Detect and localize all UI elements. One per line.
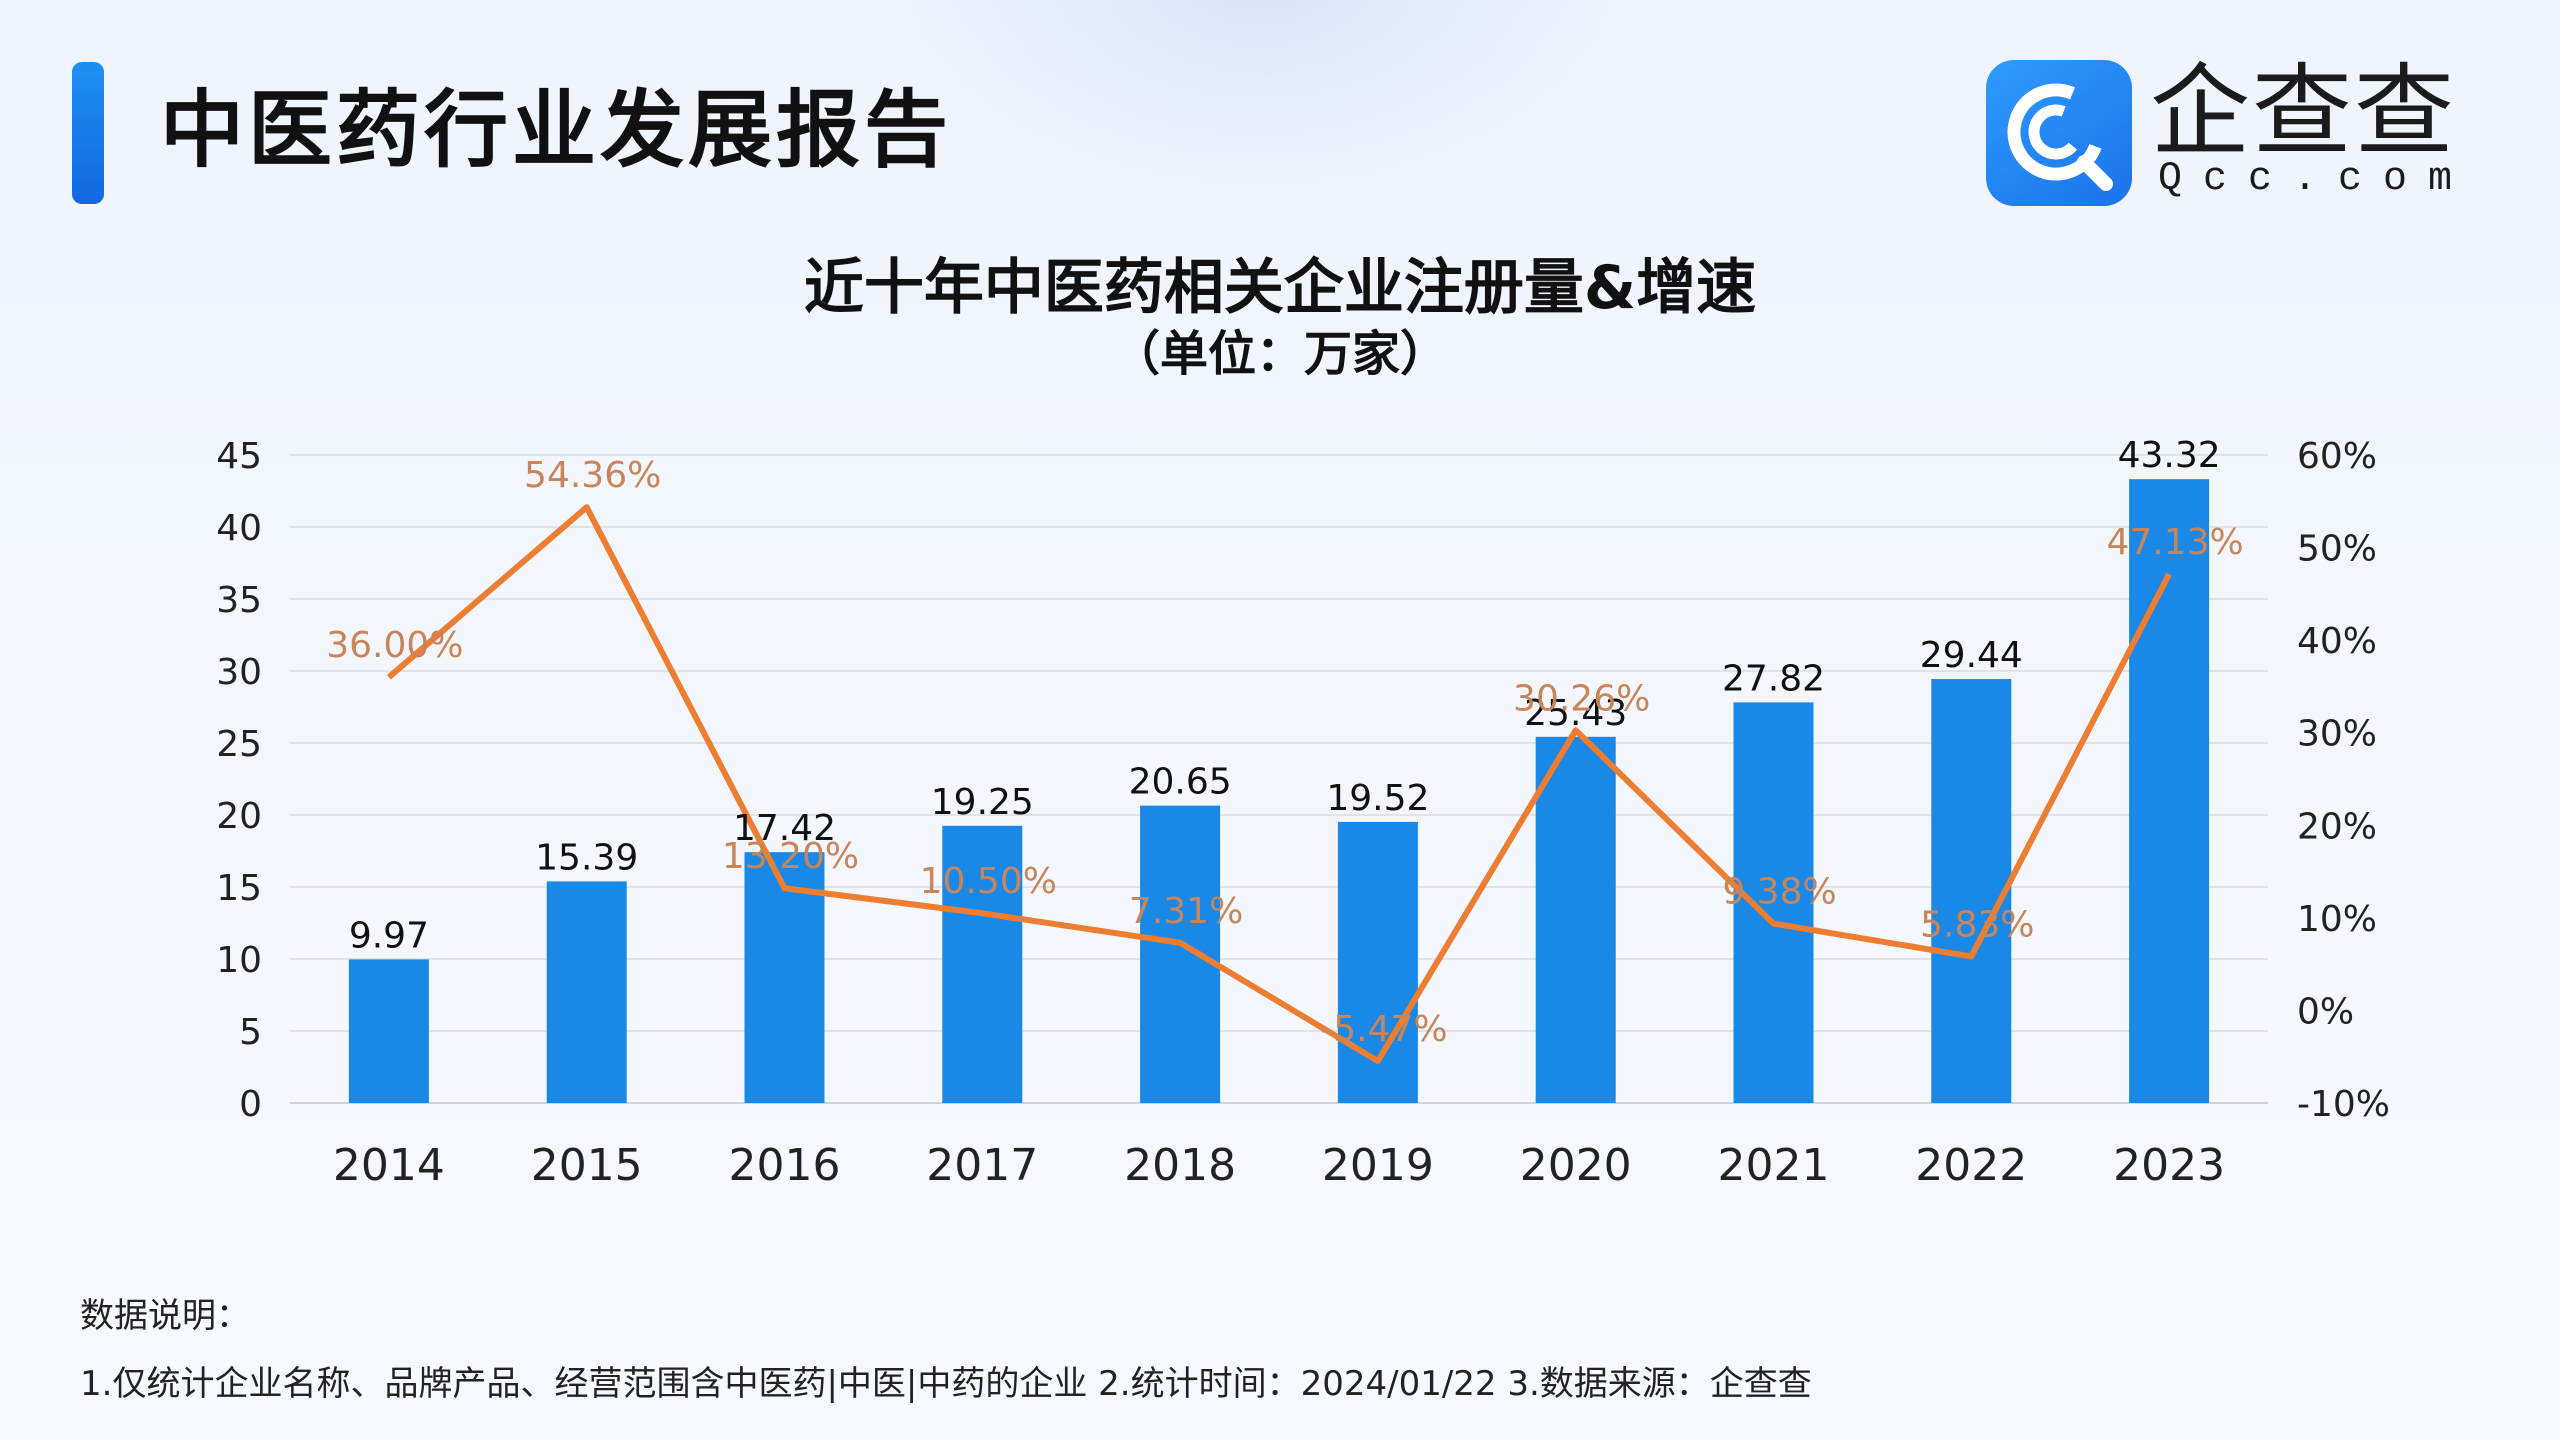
- y-right-tick-label: -10%: [2297, 1084, 2390, 1125]
- x-tick-label: 2015: [531, 1140, 643, 1191]
- qcc-logo-icon: [1986, 60, 2132, 206]
- logo-subtext: Qcc.com: [2158, 157, 2474, 202]
- y-right-tick-label: 10%: [2297, 899, 2377, 940]
- y-left-tick-label: 5: [239, 1012, 262, 1053]
- x-tick-label: 2017: [926, 1140, 1038, 1191]
- y-left-tick-label: 20: [216, 796, 262, 837]
- bar: [1535, 736, 1616, 1103]
- growth-value-label: 30.26%: [1513, 678, 1650, 719]
- bar: [942, 825, 1023, 1103]
- growth-value-label: 9.38%: [1722, 872, 1836, 913]
- growth-value-label: 47.13%: [2106, 522, 2243, 563]
- y-left-tick-label: 15: [216, 868, 262, 909]
- bar-value-label: 19.52: [1326, 778, 1429, 819]
- bar-value-label: 43.32: [2118, 435, 2221, 476]
- magnifier-icon: [2007, 83, 2113, 191]
- chart-title: 近十年中医药相关企业注册量&增速: [803, 253, 1757, 323]
- x-tick-label: 2014: [333, 1140, 445, 1191]
- growth-value-label: 36.00%: [326, 625, 463, 666]
- bar: [1733, 702, 1814, 1103]
- x-tick-label: 2019: [1322, 1140, 1434, 1191]
- growth-line: [386, 504, 2172, 1065]
- bar: [546, 881, 627, 1103]
- x-tick-label: 2016: [729, 1140, 841, 1191]
- bar-value-label: 9.97: [349, 915, 429, 956]
- bar: [2129, 479, 2210, 1103]
- y-right-tick-label: 60%: [2297, 436, 2377, 477]
- y-right-tick-label: 30%: [2297, 714, 2377, 755]
- y-left-tick-label: 0: [239, 1084, 262, 1125]
- y-left-tick-label: 10: [216, 940, 262, 981]
- bar-value-label: 19.25: [931, 782, 1034, 823]
- bar-value-label: 29.44: [1920, 635, 2023, 676]
- y-right-tick-label: 20%: [2297, 806, 2377, 847]
- x-tick-label: 2023: [2113, 1140, 2225, 1191]
- bar-value-label: 20.65: [1129, 762, 1232, 803]
- notes-title: 数据说明：: [80, 1296, 250, 1336]
- y-right-tick-label: 40%: [2297, 621, 2377, 662]
- x-tick-label: 2022: [1915, 1140, 2027, 1191]
- y-right-tick-label: 50%: [2297, 529, 2377, 570]
- logo-text: 企查查: [2150, 53, 2456, 170]
- growth-value-label: -5.47%: [1320, 1009, 1447, 1050]
- chart-canvas: 0 5 10 15 20 25 30 35 40 45 -10% 0% 10% 20% 30% 40% 50% 6…: [216, 435, 2390, 1191]
- growth-value-label: 10.50%: [920, 861, 1057, 902]
- bar-value-label: 25.43: [1524, 693, 1627, 734]
- notes-text: 1.仅统计企业名称、品牌产品、经营范围含中医药|中医|中药的企业 2.统计时间：…: [80, 1364, 1812, 1404]
- x-tick-label: 2020: [1520, 1140, 1632, 1191]
- bar: [1140, 805, 1221, 1103]
- growth-value-label: 5.83%: [1920, 904, 2034, 945]
- bar-value-label: 17.42: [733, 808, 836, 849]
- chart-subtitle: （单位：万家）: [1111, 326, 1448, 382]
- y-left-tick-label: 40: [216, 508, 262, 549]
- growth-value-label: 13.20%: [722, 836, 859, 877]
- y-left-tick-label: 35: [216, 580, 262, 621]
- bar: [1931, 679, 2012, 1103]
- bar-value-label: 27.82: [1722, 658, 1825, 699]
- y-right-tick-label: 0%: [2297, 991, 2354, 1032]
- growth-value-label: 7.31%: [1129, 891, 1243, 932]
- bar: [348, 959, 429, 1103]
- growth-value-label: 54.36%: [524, 455, 661, 496]
- title-accent-bar: [72, 62, 104, 204]
- y-left-tick-label: 25: [216, 724, 262, 765]
- report-title: 中医药行业发展报告: [160, 81, 953, 179]
- x-tick-label: 2021: [1718, 1140, 1830, 1191]
- bar-value-label: 15.39: [535, 837, 638, 878]
- x-tick-label: 2018: [1124, 1140, 1236, 1191]
- y-left-tick-label: 45: [216, 436, 262, 477]
- y-left-tick-label: 30: [216, 652, 262, 693]
